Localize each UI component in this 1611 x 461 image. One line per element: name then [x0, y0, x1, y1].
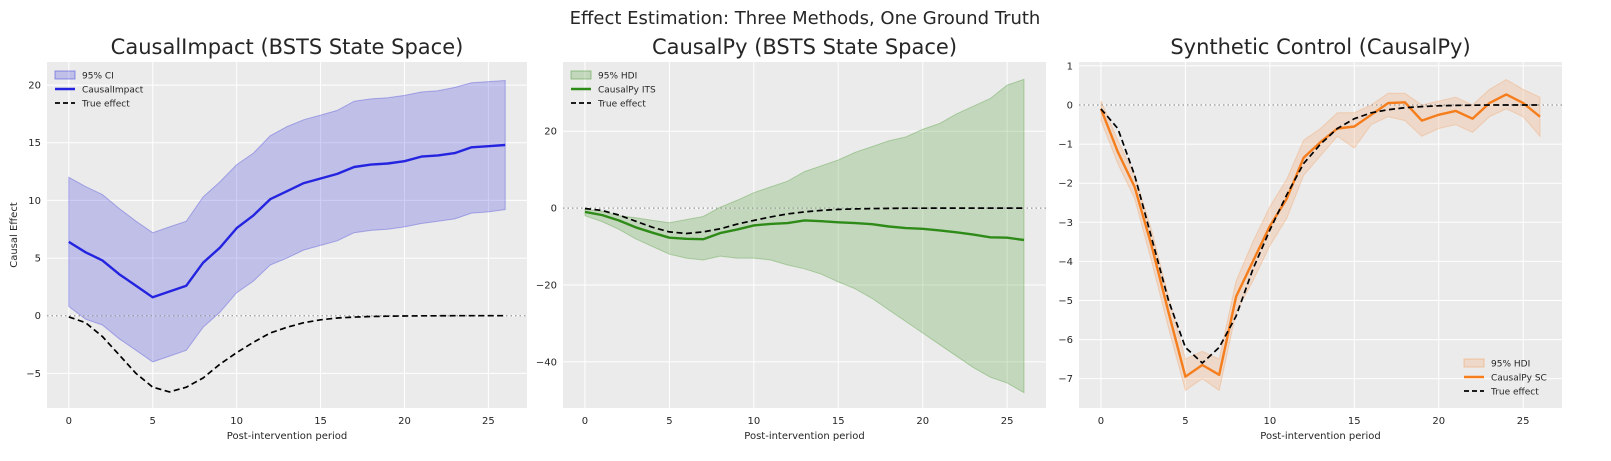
- y-tick-label: −2: [1058, 179, 1073, 190]
- chart-title: CausalPy (BSTS State Space): [652, 35, 957, 59]
- x-tick-label: 25: [482, 416, 495, 427]
- plot-area: [563, 62, 1046, 408]
- series-line-1: [1099, 93, 1541, 378]
- x-tick-label: 0: [66, 416, 72, 427]
- legend-label: CausalImpact: [82, 86, 144, 96]
- y-tick-label: −7: [1058, 374, 1073, 385]
- legend: 95% CI CausalImpact True effect: [54, 70, 144, 110]
- y-tick-label: 15: [28, 138, 41, 149]
- figure-suptitle: Effect Estimation: Three Methods, One Gr…: [570, 8, 1041, 29]
- x-tick-label: 25: [1517, 416, 1530, 427]
- legend-label: True effect: [597, 100, 646, 110]
- series-line-1: [68, 143, 506, 299]
- y-tick-label: 5: [35, 254, 41, 265]
- x-tick-label: 10: [747, 416, 760, 427]
- legend: 95% HDI CausalPy SC True effect: [1463, 358, 1547, 398]
- legend-label: 95% HDI: [598, 72, 637, 82]
- legend-swatch-band: [570, 70, 592, 80]
- chart-panel-3: 0 5 10 15 20 25 −7 −6 −5 −4 −3 −2 −1 0 1 Synthetic Cont…: [1058, 35, 1562, 442]
- x-axis-label: Post-intervention period: [1260, 431, 1380, 442]
- plot-area: [1079, 62, 1562, 408]
- x-tick-label: 10: [1263, 416, 1276, 427]
- legend-swatch-band: [54, 70, 76, 80]
- y-tick-label: −6: [1058, 335, 1073, 346]
- x-tick-label: 5: [150, 416, 156, 427]
- legend-label: True effect: [81, 100, 130, 110]
- x-tick-label: 20: [398, 416, 411, 427]
- legend-label: CausalPy SC: [1491, 374, 1547, 384]
- x-tick-label: 5: [666, 416, 672, 427]
- x-axis-label: Post-intervention period: [744, 431, 864, 442]
- y-tick-label: −40: [536, 357, 557, 368]
- legend-label: True effect: [1490, 388, 1539, 398]
- series-line-1: [584, 210, 1025, 242]
- y-tick-label: 20: [28, 81, 41, 92]
- series-line-2: [584, 207, 1024, 235]
- y-axis-label: Causal Effect: [9, 202, 20, 268]
- chart-panel-1: 0 5 10 15 20 25 −5 0 5 10 15 20 CausalImpact (BSTS S…: [9, 35, 527, 442]
- y-tick-label: −3: [1058, 218, 1073, 229]
- y-tick-label: 10: [28, 196, 41, 207]
- x-tick-label: 10: [230, 416, 243, 427]
- x-tick-label: 15: [1348, 416, 1361, 427]
- series-line-2: [1100, 104, 1540, 364]
- x-tick-label: 0: [1098, 416, 1104, 427]
- x-tick-label: 25: [1001, 416, 1014, 427]
- y-tick-label: −1: [1058, 140, 1073, 151]
- x-tick-label: 5: [1182, 416, 1188, 427]
- y-tick-label: −5: [1058, 296, 1073, 307]
- legend-label: CausalPy ITS: [598, 86, 656, 96]
- y-tick-label: 0: [551, 204, 557, 215]
- chart-panel-2: 0 5 10 15 20 25 −40 −20 0 20 CausalPy (BSTS State …: [536, 35, 1046, 442]
- y-tick-label: −5: [26, 369, 41, 380]
- plot-area: [47, 62, 527, 408]
- credible-band: [68, 79, 506, 363]
- x-tick-label: 0: [582, 416, 588, 427]
- y-tick-label: 0: [35, 311, 41, 322]
- legend-label: 95% HDI: [1491, 360, 1530, 370]
- x-tick-label: 15: [314, 416, 327, 427]
- y-tick-label: −20: [536, 280, 557, 291]
- x-axis-label: Post-intervention period: [227, 431, 347, 442]
- credible-band: [584, 78, 1025, 394]
- y-tick-label: −4: [1058, 257, 1073, 268]
- legend: 95% HDI CausalPy ITS True effect: [570, 70, 656, 110]
- y-tick-label: 1: [1067, 61, 1073, 72]
- y-tick-label: 0: [1067, 101, 1073, 112]
- x-tick-label: 20: [1432, 416, 1445, 427]
- legend-label: 95% CI: [82, 72, 114, 82]
- x-tick-label: 15: [832, 416, 845, 427]
- x-tick-label: 20: [916, 416, 929, 427]
- chart-title: Synthetic Control (CausalPy): [1170, 35, 1470, 59]
- legend-swatch-band: [1463, 358, 1485, 368]
- y-tick-label: 20: [544, 127, 557, 138]
- chart-title: CausalImpact (BSTS State Space): [111, 35, 464, 59]
- series-line-2: [68, 314, 506, 393]
